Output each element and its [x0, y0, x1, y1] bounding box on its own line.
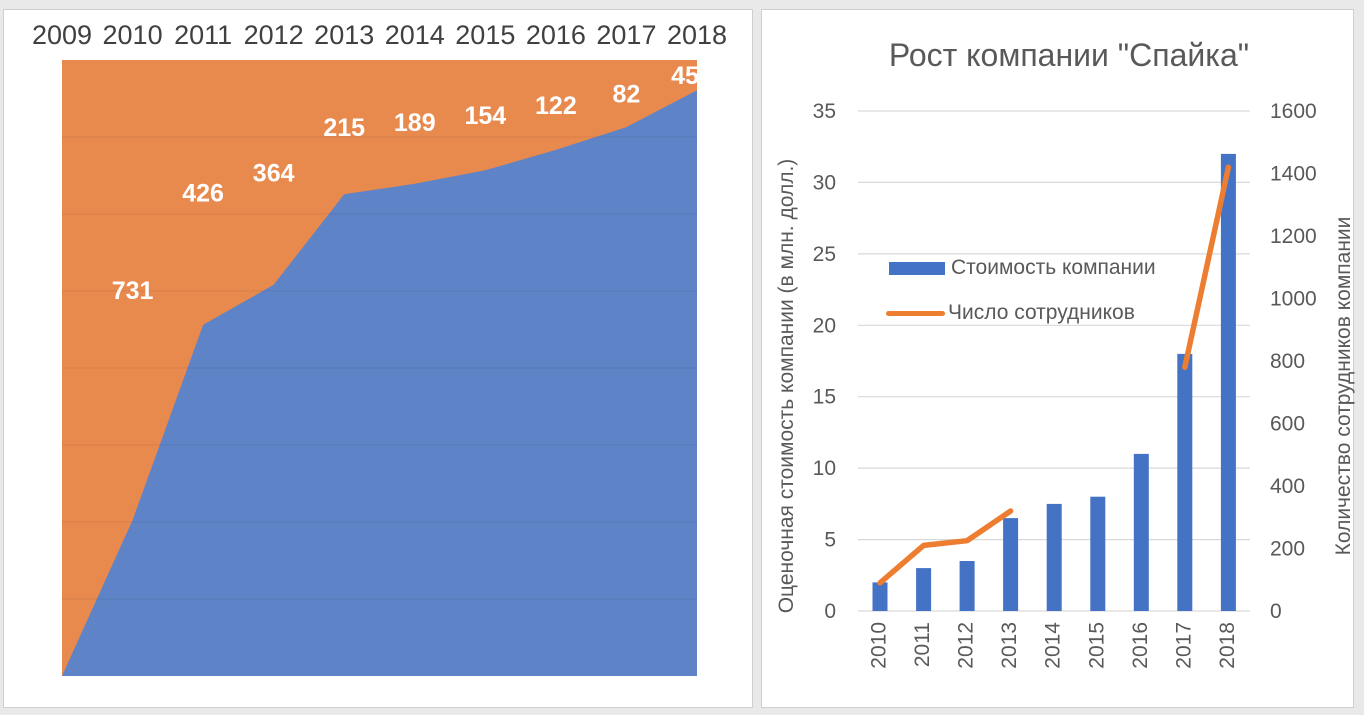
area-data-label-2013: 215: [323, 114, 365, 142]
right-tick-0: 0: [1270, 600, 1282, 623]
area-data-label-2016: 122: [535, 92, 577, 120]
year-label-2015: 2015: [455, 20, 515, 50]
x-label-2010: 2010: [868, 622, 891, 669]
right-tick-1200: 1200: [1270, 225, 1317, 248]
right-tick-1000: 1000: [1270, 288, 1317, 311]
bar-2016: [1133, 453, 1149, 611]
x-label-2011: 2011: [911, 622, 934, 667]
year-label-2018: 2018: [667, 20, 727, 50]
year-label-2011: 2011: [174, 20, 232, 50]
area-data-label-2017: 82: [613, 81, 641, 109]
area-data-label-2015: 154: [464, 102, 506, 130]
legend-bar-swatch-icon: [889, 261, 945, 275]
legend-item-bars: Стоимость компании: [889, 256, 1156, 280]
year-label-2014: 2014: [385, 20, 445, 50]
stacked-area-chart-card: 2009 2010 2011 2012 2013 2014 2015 2016 2017 2018…: [3, 9, 753, 708]
area-data-label-2010: 731: [112, 277, 154, 305]
legend-item-line: Число сотрудников: [886, 301, 1135, 325]
bar-2015: [1090, 496, 1106, 611]
chart-title: Рост компании "Спайка": [888, 37, 1250, 73]
bar-2014: [1046, 503, 1062, 611]
right-tick-600: 600: [1270, 413, 1305, 436]
right-tick-1400: 1400: [1270, 163, 1317, 186]
x-label-2015: 2015: [1085, 622, 1108, 669]
year-label-2016: 2016: [526, 20, 586, 50]
employees-line-segment: [1182, 164, 1232, 371]
x-label-2013: 2013: [998, 622, 1021, 669]
right-tick-200: 200: [1270, 538, 1305, 561]
bar-2012: [959, 561, 975, 611]
left-tick-25: 25: [813, 243, 836, 266]
bar-2018: [1220, 153, 1236, 611]
legend-label-bars: Стоимость компании: [951, 256, 1156, 279]
left-tick-15: 15: [813, 386, 836, 409]
left-tick-10: 10: [813, 457, 836, 480]
employees-line-segment: [877, 508, 1014, 586]
bar-2010: [872, 582, 888, 611]
combo-chart: 0 5 10 15 20 25 30 35 0 200 400 600 800 1000 1200 1400 1…: [813, 100, 1317, 669]
bar-2017: [1177, 353, 1193, 611]
x-label-2012: 2012: [955, 622, 978, 669]
x-label-2018: 2018: [1216, 622, 1239, 669]
area-data-label-2011: 426: [182, 179, 224, 207]
area-data-label-2018: 45: [671, 62, 699, 90]
right-axis-title: Количество сотрудников компании: [1332, 216, 1355, 556]
left-axis-title: Оценочная стоимость компании (в млн. дол…: [775, 158, 798, 614]
right-tick-800: 800: [1270, 350, 1305, 373]
combo-chart-card: 0 5 10 15 20 25 30 35 0 200 400 600 800 1000 1200 1400 1…: [761, 9, 1355, 708]
year-label-2012: 2012: [244, 20, 304, 50]
right-tick-1600: 1600: [1270, 100, 1317, 123]
left-tick-35: 35: [813, 100, 836, 123]
stacked-area-chart: 2009 2010 2011 2012 2013 2014 2015 2016 2017 2018…: [32, 20, 727, 676]
left-tick-0: 0: [824, 600, 836, 623]
bar-2011: [916, 568, 932, 611]
x-label-2014: 2014: [1042, 622, 1065, 669]
left-tick-5: 5: [824, 529, 836, 552]
x-label-2017: 2017: [1172, 622, 1195, 669]
area-data-label-2014: 189: [394, 109, 436, 137]
year-label-2009: 2009: [32, 20, 92, 50]
year-label-2017: 2017: [596, 20, 656, 50]
legend-label-line: Число сотрудников: [948, 301, 1135, 324]
blue-area: [62, 90, 697, 676]
year-label-2010: 2010: [103, 20, 163, 50]
left-tick-30: 30: [813, 171, 836, 194]
bar-2013: [1003, 518, 1019, 611]
legend-line-swatch-icon: [886, 310, 945, 316]
area-data-label-2012: 364: [253, 159, 295, 187]
left-tick-20: 20: [813, 314, 836, 337]
year-label-2013: 2013: [314, 20, 374, 50]
right-tick-400: 400: [1270, 475, 1305, 498]
x-label-2016: 2016: [1129, 622, 1152, 669]
